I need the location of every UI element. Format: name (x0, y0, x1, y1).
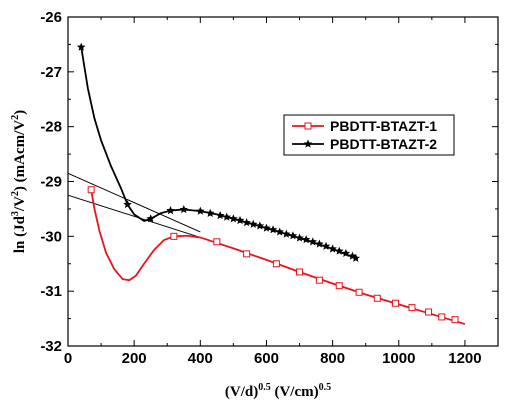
legend-marker (304, 122, 312, 130)
data-point (87, 186, 95, 194)
data-point (438, 313, 446, 321)
fit-line (67, 194, 201, 238)
data-point (222, 212, 232, 221)
y-tick-label: -31 (40, 283, 62, 300)
data-point (295, 233, 304, 242)
y-axis-title-group: ln (Jd3/V2) (mAcm/V2) (10, 110, 28, 253)
data-point (373, 294, 381, 302)
data-point (166, 206, 175, 215)
data-point (248, 219, 258, 228)
y-tick-label: -32 (40, 338, 62, 355)
data-point (196, 206, 205, 215)
data-point (301, 235, 311, 244)
data-point (243, 250, 251, 258)
legend-marker (303, 139, 313, 148)
x-tick-label: 600 (254, 350, 279, 367)
data-point (272, 260, 280, 268)
y-tick-label: -27 (40, 64, 62, 81)
data-point (76, 42, 86, 51)
y-tick-label: -28 (40, 119, 62, 136)
data-point (328, 244, 337, 253)
data-point (205, 208, 215, 217)
data-point (170, 232, 178, 240)
data-point (146, 214, 155, 223)
data-point (321, 241, 331, 250)
plot-frame (67, 16, 499, 347)
data-point (315, 276, 323, 284)
data-point (451, 316, 459, 324)
x-tick-label: 800 (320, 350, 345, 367)
legend-label: PBDTT-BTAZT-1 (330, 118, 437, 134)
data-point (308, 237, 318, 246)
data-point (215, 211, 225, 220)
data-point (296, 268, 304, 276)
data-point (351, 253, 361, 262)
data-point (282, 229, 291, 238)
data-point (355, 288, 363, 296)
data-point (315, 239, 324, 248)
data-point (242, 218, 251, 227)
data-point (408, 304, 416, 312)
series-line-1 (90, 189, 466, 325)
x-tick-label: 1000 (382, 350, 415, 367)
data-point (275, 227, 284, 236)
data-point (391, 299, 399, 307)
legend-label: PBDTT-BTAZT-2 (330, 136, 437, 152)
fit-line (67, 172, 201, 233)
data-point (213, 238, 221, 246)
data-point (123, 200, 132, 209)
data-point (229, 214, 238, 223)
data-point (262, 223, 271, 232)
x-tick-label: 400 (188, 350, 213, 367)
data-point (334, 246, 344, 255)
data-point (425, 308, 433, 316)
data-point (235, 215, 245, 225)
data-point (341, 248, 351, 257)
data-point (268, 225, 278, 234)
legend-box (283, 114, 455, 156)
data-point (288, 231, 298, 240)
x-axis-title: (V/d)0.5 (V/cm)0.5 (225, 382, 331, 400)
x-tick-label: 0 (64, 350, 72, 367)
data-point (255, 221, 265, 230)
y-tick-label: -26 (40, 9, 62, 26)
y-tick-label: -30 (40, 228, 62, 245)
x-tick-label: 200 (122, 350, 147, 367)
y-axis-title: ln (Jd3/V2) (mAcm/V2) (10, 110, 28, 253)
data-point (179, 204, 189, 214)
x-tick-label: 1200 (448, 350, 481, 367)
y-tick-label: -29 (40, 174, 62, 191)
data-point (335, 282, 343, 290)
